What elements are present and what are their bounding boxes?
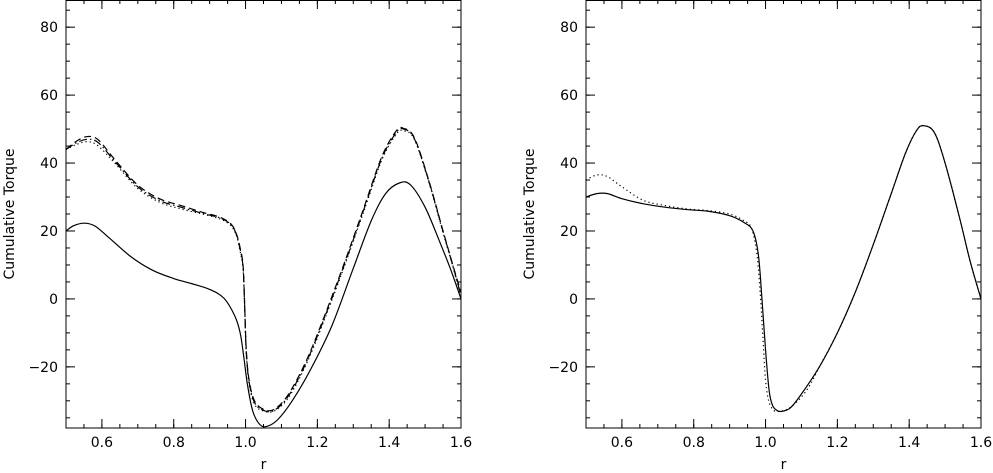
plot-frame (65, 0, 462, 429)
x-tick-label: 1.6 (450, 435, 472, 451)
x-tick-label: 0.6 (91, 435, 113, 451)
series-line-dashed (66, 126, 461, 412)
x-tick-label: 1.0 (234, 435, 256, 451)
x-axis-label: r (261, 457, 267, 473)
x-tick-label: 1.0 (754, 435, 776, 451)
y-tick-label: −20 (548, 360, 578, 376)
x-tick-label: 1.4 (898, 435, 920, 451)
series-line-solid (66, 181, 461, 428)
x-tick-label: 1.4 (378, 435, 400, 451)
x-tick-label: 1.2 (306, 435, 328, 451)
right-panel: 0.6 0.8 1.0 1.2 1.4 1.6 −20 0 20 40 60 80 r Cumulativ… (522, 0, 992, 473)
y-tick-label: −20 (28, 360, 58, 376)
y-tick-label: 60 (560, 88, 578, 104)
series-line-dotted (66, 129, 461, 413)
y-tick-label: 20 (560, 224, 578, 240)
y-tick-label: 60 (40, 88, 58, 104)
y-axis-label: Cumulative Torque (2, 149, 18, 280)
x-tick-label: 1.6 (970, 435, 992, 451)
plot-frame (585, 0, 982, 429)
y-tick-label: 40 (560, 156, 578, 172)
y-tick-label: 80 (40, 20, 58, 36)
y-tick-label: 0 (569, 292, 578, 308)
series-line-solid (586, 125, 981, 413)
y-tick-label: 40 (40, 156, 58, 172)
x-axis-label: r (781, 457, 787, 473)
y-tick-label: 20 (40, 224, 58, 240)
series-line-dotted (586, 125, 981, 413)
left-panel: 0.6 0.8 1.0 1.2 1.4 1.6 −20 0 20 40 60 80 r Cumulativ… (2, 0, 472, 473)
series-line-dashdot (66, 127, 461, 413)
y-tick-label: 80 (560, 20, 578, 36)
x-tick-label: 1.2 (826, 435, 848, 451)
x-tick-label: 0.8 (163, 435, 185, 451)
y-tick-label: 0 (49, 292, 58, 308)
y-axis-label: Cumulative Torque (522, 149, 538, 280)
x-tick-label: 0.6 (611, 435, 633, 451)
x-tick-label: 0.8 (683, 435, 705, 451)
